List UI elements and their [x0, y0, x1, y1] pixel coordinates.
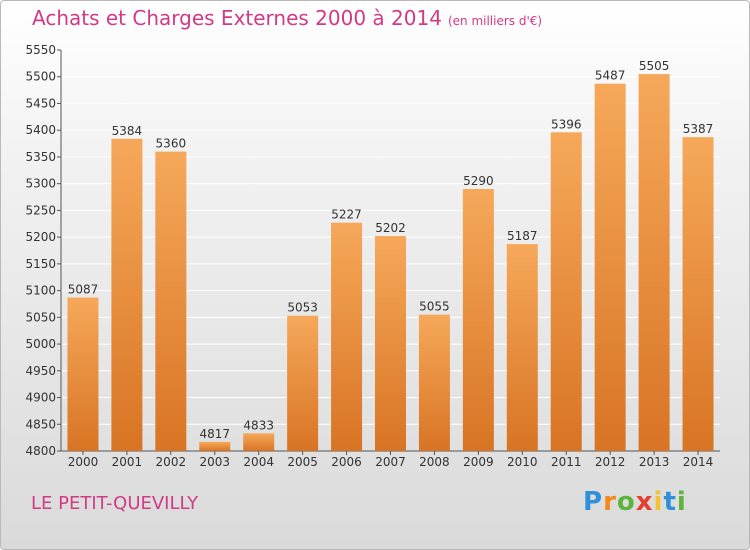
- logo-letter: r: [603, 487, 617, 517]
- x-tick-label: 2007: [375, 455, 406, 469]
- y-tick-label: 5250: [25, 203, 56, 217]
- bar: [506, 244, 538, 451]
- bar: [418, 314, 450, 451]
- logo-letter: i: [676, 487, 687, 517]
- y-tick-label: 5050: [25, 310, 56, 324]
- bar-value-label: 5384: [112, 124, 143, 138]
- y-tick-label: 5150: [25, 257, 56, 271]
- bar-value-label: 5487: [595, 69, 626, 83]
- bar-value-label: 5505: [639, 59, 670, 73]
- x-tick-label: 2012: [595, 455, 626, 469]
- y-tick-label: 5350: [25, 150, 56, 164]
- bar-value-label: 4833: [243, 418, 274, 432]
- x-tick-label: 2011: [551, 455, 582, 469]
- bar: [682, 137, 714, 451]
- x-tick-label: 2010: [507, 455, 538, 469]
- x-tick-label: 2008: [419, 455, 450, 469]
- bar-value-label: 5396: [551, 117, 582, 131]
- x-tick-label: 2000: [68, 455, 99, 469]
- x-tick-label: 2005: [287, 455, 318, 469]
- bar: [199, 441, 231, 451]
- bar-value-label: 5055: [419, 300, 450, 314]
- x-tick-label: 2013: [639, 455, 670, 469]
- bar: [638, 74, 670, 451]
- logo-letter: o: [616, 487, 636, 517]
- bar-value-label: 4817: [199, 427, 230, 441]
- commune-name: LE PETIT-QUEVILLY: [31, 493, 199, 514]
- bar-value-label: 5290: [463, 174, 494, 188]
- bar: [375, 236, 406, 451]
- bar-value-label: 5053: [287, 301, 318, 315]
- y-tick-label: 5300: [25, 177, 56, 191]
- bar: [67, 297, 99, 451]
- x-tick-label: 2004: [243, 455, 274, 469]
- logo-letter: P: [583, 487, 604, 517]
- logo-letter: x: [635, 487, 654, 517]
- bar-value-label: 5360: [156, 137, 187, 151]
- y-tick-label: 5000: [25, 337, 56, 351]
- bar-value-label: 5087: [68, 283, 99, 297]
- bar-value-label: 5387: [683, 122, 714, 136]
- bar: [550, 132, 582, 451]
- proxiti-logo: Proxiti: [583, 487, 687, 517]
- bar: [331, 222, 363, 451]
- chart-subtitle: (en milliers d'€): [447, 14, 543, 28]
- x-tick-label: 2009: [463, 455, 494, 469]
- y-tick-label: 5450: [25, 96, 56, 110]
- y-tick-label: 5500: [25, 70, 56, 84]
- x-tick-label: 2006: [331, 455, 362, 469]
- bar-value-label: 5202: [375, 221, 406, 235]
- y-tick-label: 4900: [25, 391, 56, 405]
- bar: [462, 189, 494, 451]
- y-tick-label: 5400: [25, 123, 56, 137]
- y-tick-label: 5200: [25, 230, 56, 244]
- bar-value-label: 5227: [331, 208, 362, 222]
- logo-letter: i: [653, 487, 664, 517]
- chart-title: Achats et Charges Externes 2000 à 2014 (e…: [32, 6, 542, 30]
- bar-value-label: 5187: [507, 229, 538, 243]
- bar: [594, 83, 626, 452]
- bar: [287, 315, 319, 451]
- y-tick-label: 4800: [25, 444, 56, 458]
- x-tick-label: 2002: [156, 455, 187, 469]
- chart-title-text: Achats et Charges Externes 2000 à 2014: [32, 6, 442, 30]
- y-tick-label: 4950: [25, 364, 56, 378]
- bar: [111, 138, 143, 451]
- logo-letter: t: [663, 487, 677, 517]
- y-tick-label: 5100: [25, 284, 56, 298]
- y-tick-label: 5550: [25, 43, 56, 57]
- bar: [243, 433, 275, 451]
- bar: [155, 151, 187, 451]
- x-tick-label: 2014: [683, 455, 714, 469]
- x-tick-label: 2001: [112, 455, 143, 469]
- y-tick-label: 4850: [25, 417, 56, 431]
- x-tick-label: 2003: [199, 455, 230, 469]
